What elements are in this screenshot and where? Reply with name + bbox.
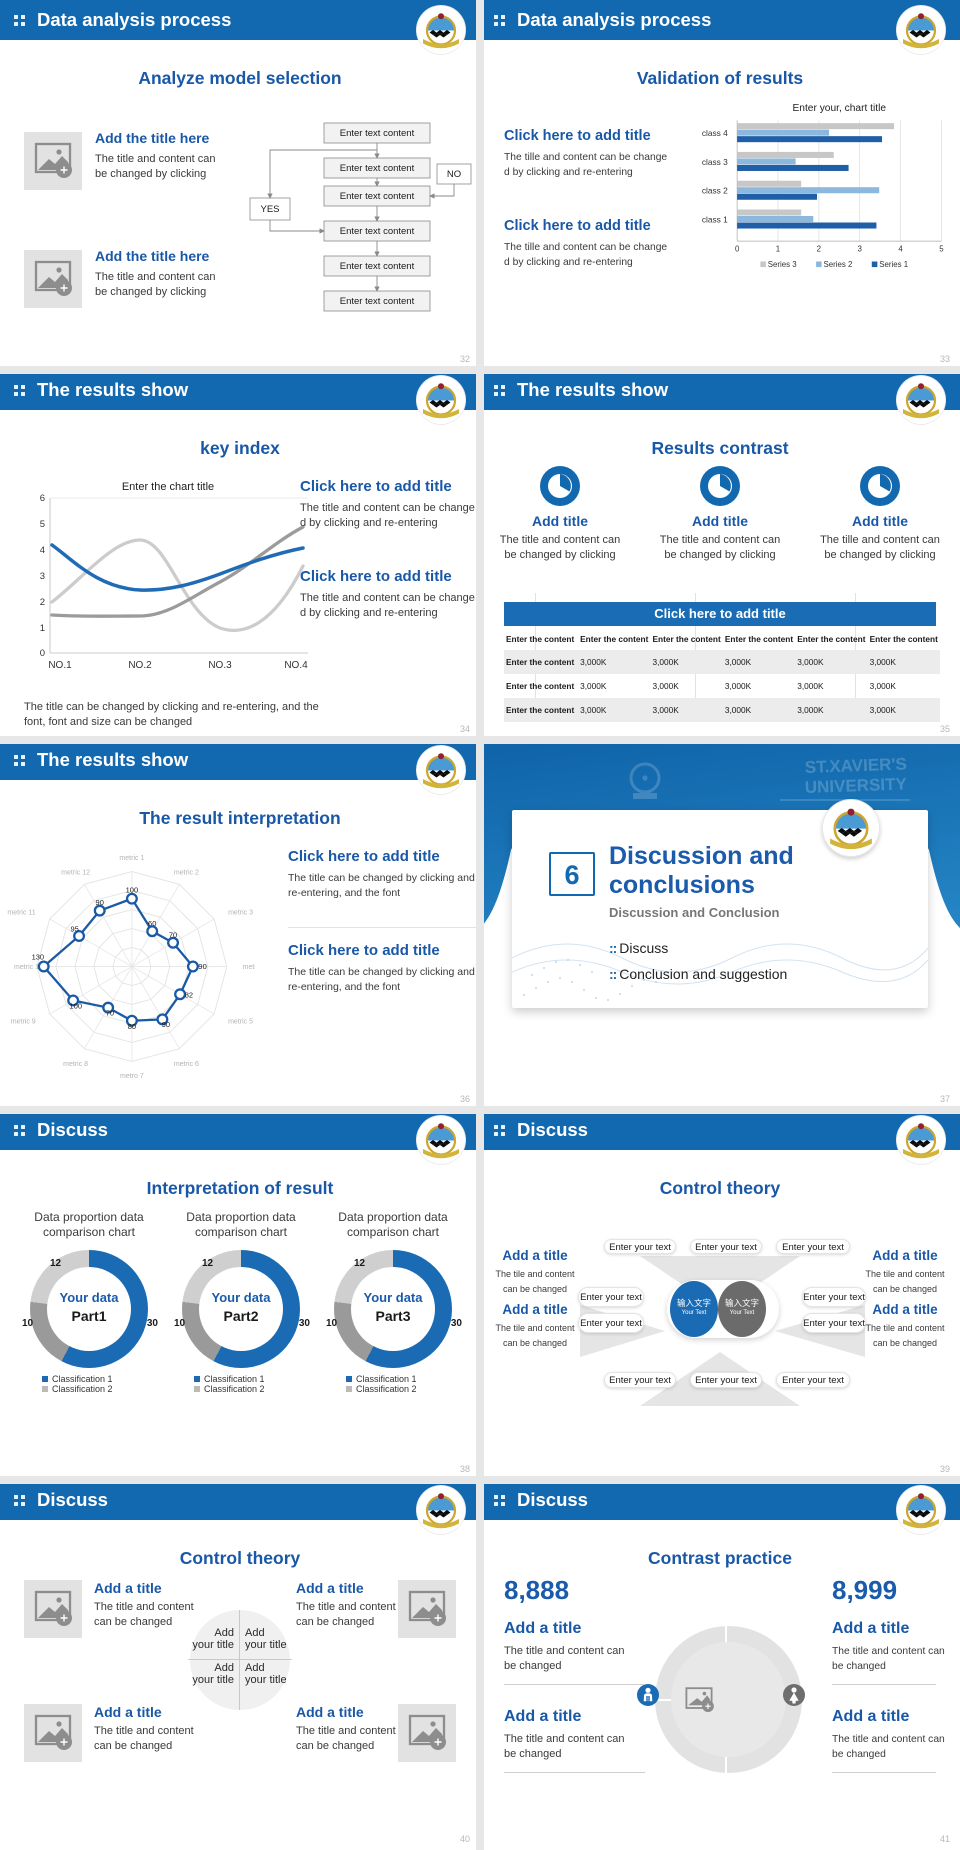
svg-text:90: 90 xyxy=(162,1020,170,1029)
svg-text:metric 11: metric 11 xyxy=(7,910,35,917)
svg-text:Series 3: Series 3 xyxy=(768,260,798,269)
svg-text:100: 100 xyxy=(70,1002,82,1011)
svg-text:Enter text content: Enter text content xyxy=(340,261,415,272)
svg-text:Enter the chart title: Enter the chart title xyxy=(122,481,214,493)
svg-text:60: 60 xyxy=(148,919,156,928)
svg-text:metric 12: metric 12 xyxy=(61,870,90,877)
svg-text:70: 70 xyxy=(106,1009,114,1018)
svg-text:82: 82 xyxy=(185,990,193,999)
svg-text:Enter text content: Enter text content xyxy=(340,128,415,139)
svg-text:metric 6: metric 6 xyxy=(174,1061,199,1068)
svg-text:5: 5 xyxy=(40,519,45,530)
svg-text:2: 2 xyxy=(817,244,821,253)
svg-text:NO.4: NO.4 xyxy=(284,660,308,671)
svg-text:metric 1: metric 1 xyxy=(119,855,144,862)
svg-text:3: 3 xyxy=(40,571,45,582)
svg-text:metric 5: metric 5 xyxy=(228,1019,253,1026)
svg-text:UNIVERSITY: UNIVERSITY xyxy=(804,774,907,797)
svg-text:4: 4 xyxy=(898,244,903,253)
svg-text:ST.XAVIER'S: ST.XAVIER'S xyxy=(804,754,907,777)
svg-text:Enter your, chart title: Enter your, chart title xyxy=(792,103,886,114)
svg-text:90: 90 xyxy=(96,898,104,907)
svg-text:2: 2 xyxy=(40,597,45,608)
svg-text:Series 2: Series 2 xyxy=(824,260,853,269)
svg-text:Enter text content: Enter text content xyxy=(340,163,415,174)
svg-text:130: 130 xyxy=(32,952,44,961)
svg-text:class 4: class 4 xyxy=(702,128,728,138)
svg-text:70: 70 xyxy=(169,930,177,939)
svg-text:NO.1: NO.1 xyxy=(48,660,72,671)
svg-text:NO.3: NO.3 xyxy=(208,660,232,671)
svg-text:Series 1: Series 1 xyxy=(879,260,908,269)
svg-text:metro 7: metro 7 xyxy=(120,1073,144,1080)
svg-text:metric 8: metric 8 xyxy=(63,1061,88,1068)
svg-text:3: 3 xyxy=(858,244,863,253)
svg-text:0: 0 xyxy=(735,244,740,253)
svg-text:NO: NO xyxy=(447,169,461,180)
svg-text:5: 5 xyxy=(939,244,944,253)
svg-text:1: 1 xyxy=(40,623,45,634)
svg-text:Enter text content: Enter text content xyxy=(340,296,415,307)
svg-text:6: 6 xyxy=(40,493,45,504)
svg-text:metric 2: metric 2 xyxy=(174,870,199,877)
svg-text:metric 4: metric 4 xyxy=(243,964,255,971)
svg-text:Enter text content: Enter text content xyxy=(340,191,415,202)
svg-text:95: 95 xyxy=(70,924,78,933)
svg-text:YES: YES xyxy=(260,204,279,215)
svg-text:0: 0 xyxy=(40,648,45,659)
svg-text:80: 80 xyxy=(128,1022,136,1031)
svg-text:class 2: class 2 xyxy=(702,186,728,196)
svg-text:class 3: class 3 xyxy=(702,157,728,167)
svg-text:metric 9: metric 9 xyxy=(11,1019,36,1026)
svg-text:100: 100 xyxy=(126,886,138,895)
svg-text:1: 1 xyxy=(776,244,780,253)
svg-text:NO.2: NO.2 xyxy=(128,660,152,671)
svg-text:metric 3: metric 3 xyxy=(228,910,253,917)
svg-text:90: 90 xyxy=(198,962,206,971)
svg-text:4: 4 xyxy=(40,545,45,556)
svg-text:Enter text content: Enter text content xyxy=(340,226,415,237)
svg-text:class 1: class 1 xyxy=(702,215,728,225)
